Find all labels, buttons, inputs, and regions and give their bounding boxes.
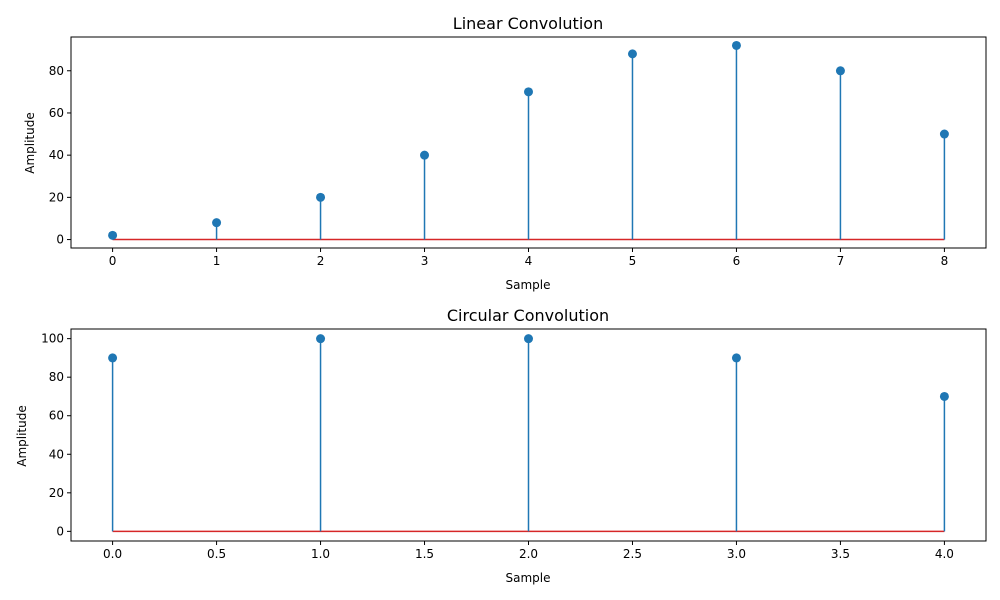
linear-x-tick-label: 2: [317, 254, 325, 268]
linear-stem-marker: [420, 150, 430, 160]
linear-x-tick-label: 8: [941, 254, 949, 268]
linear-x-tick-label: 3: [421, 254, 429, 268]
circular-y-tick-label: 100: [41, 332, 64, 346]
circular-x-tick-label: 0.5: [207, 547, 226, 561]
linear-stem-marker: [108, 230, 118, 240]
circular-x-tick-label: 3.0: [727, 547, 746, 561]
linear-x-tick-label: 1: [213, 254, 221, 268]
circular-stem-marker: [108, 353, 118, 363]
circular-y-tick-label: 80: [49, 370, 64, 384]
linear-y-tick-label: 80: [49, 64, 64, 78]
linear-convolution-title: Linear Convolution: [453, 14, 603, 33]
circular-x-tick-label: 3.5: [831, 547, 850, 561]
circular-stem-marker: [316, 334, 326, 344]
linear-stem-marker: [316, 192, 326, 202]
circular-y-tick-label: 20: [49, 486, 64, 500]
linear-x-tick-label: 7: [837, 254, 845, 268]
linear-stem-marker: [835, 66, 845, 76]
linear-y-tick-label: 40: [49, 148, 64, 162]
linear-stem-marker: [731, 40, 741, 50]
linear-convolution-subplot: Linear Convolution Sample Amplitude 0 1 2 3…: [23, 14, 987, 292]
circular-x-tick-label: 2.0: [519, 547, 538, 561]
linear-stem-marker: [939, 129, 949, 139]
linear-y-axis-label: Amplitude: [23, 112, 37, 174]
circular-x-tick-label: 1.5: [415, 547, 434, 561]
linear-y-tick-label: 0: [56, 233, 64, 247]
circular-y-tick-label: 0: [56, 524, 64, 538]
circular-x-tick-label: 4.0: [935, 547, 954, 561]
circular-stem-marker: [524, 334, 533, 344]
linear-x-axis-label: Sample: [506, 278, 551, 292]
linear-x-tick-label: 4: [525, 254, 533, 268]
circular-convolution-title: Circular Convolution: [447, 306, 609, 325]
linear-x-tick-label: 6: [733, 254, 741, 268]
circular-y-tick-label: 60: [49, 409, 64, 423]
linear-y-tick-label: 60: [49, 106, 64, 120]
linear-x-tick-label: 5: [629, 254, 637, 268]
linear-stem-marker: [524, 87, 533, 97]
circular-x-tick-label: 2.5: [623, 547, 642, 561]
circular-stem-marker: [731, 353, 741, 363]
circular-y-axis-label: Amplitude: [15, 405, 29, 467]
circular-y-tick-label: 40: [49, 447, 64, 461]
circular-convolution-subplot: Circular Convolution Sample Amplitude 0.…: [15, 306, 987, 585]
linear-stem-marker: [627, 49, 637, 59]
circular-x-axis-label: Sample: [506, 571, 551, 585]
linear-y-tick-label: 20: [49, 190, 64, 204]
linear-stem-marker: [212, 218, 222, 228]
circular-stem-marker: [939, 391, 949, 401]
linear-x-tick-label: 0: [109, 254, 117, 268]
circular-x-tick-label: 1.0: [311, 547, 330, 561]
circular-x-tick-label: 0.0: [103, 547, 122, 561]
